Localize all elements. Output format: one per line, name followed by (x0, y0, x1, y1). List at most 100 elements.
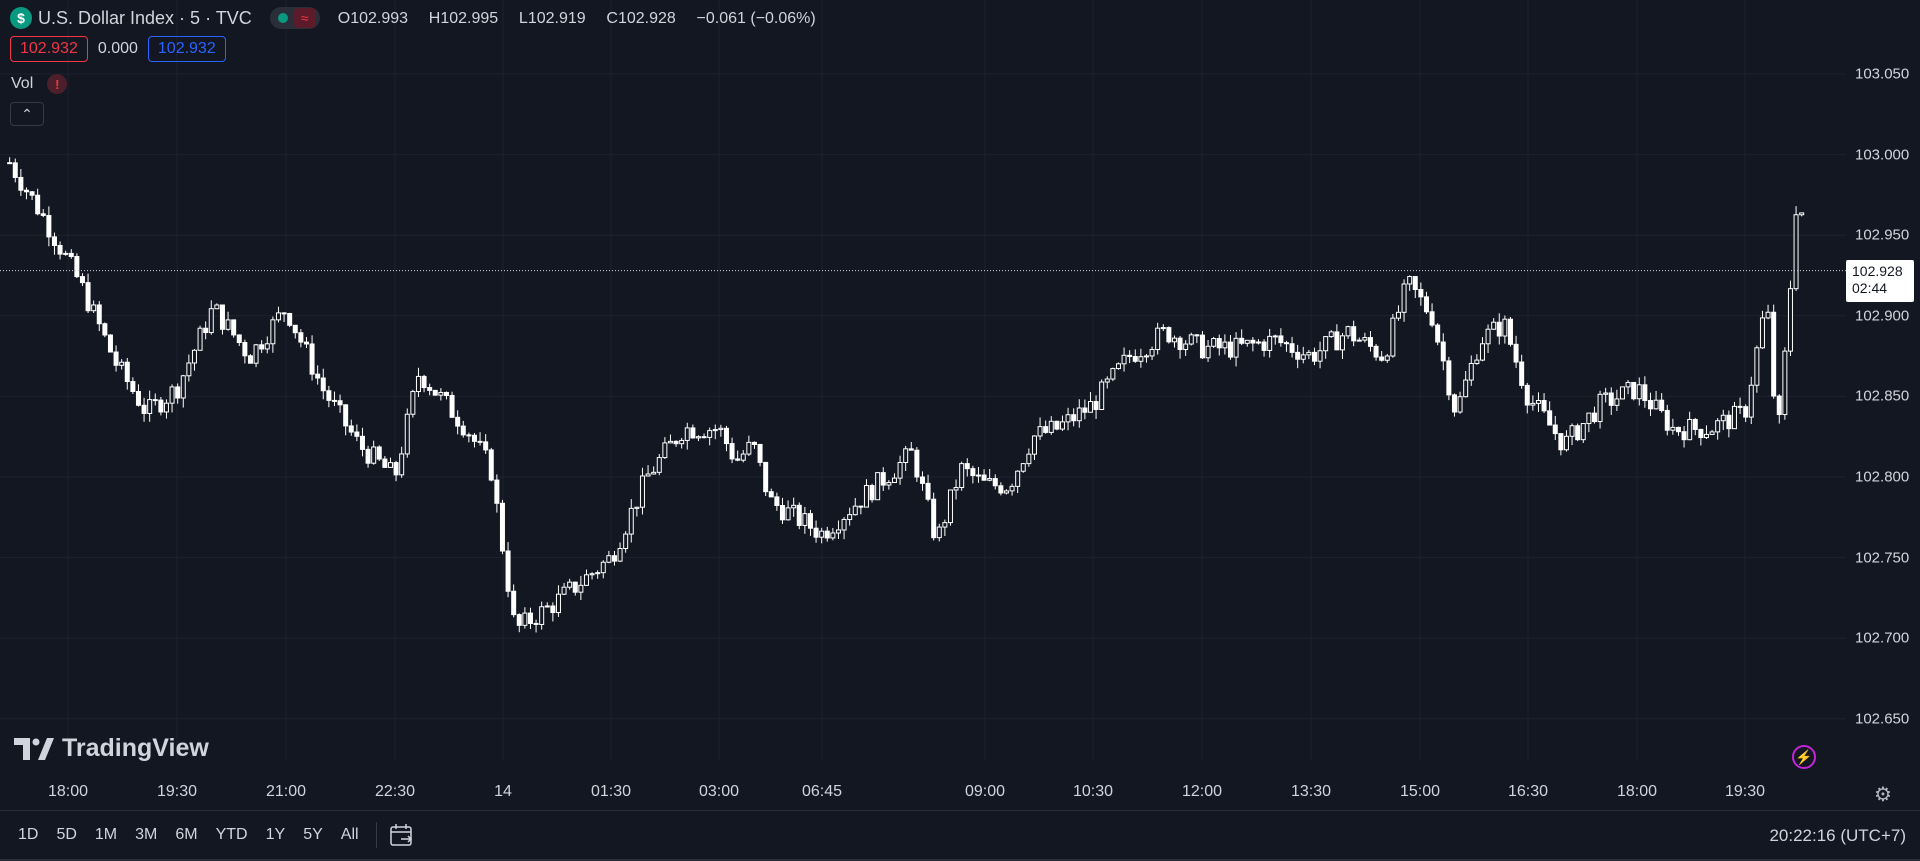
candle (68, 249, 74, 259)
volume-indicator[interactable]: Vol ! (11, 74, 68, 94)
candle (1306, 349, 1312, 360)
candle (393, 460, 399, 482)
candle (1351, 320, 1357, 347)
tradingview-logo[interactable]: TradingView (14, 734, 209, 763)
range-button-ytd[interactable]: YTD (215, 826, 248, 843)
buy-button[interactable]: 102.932 (147, 36, 226, 62)
range-button-3m[interactable]: 3M (135, 826, 158, 843)
candle-body (141, 404, 147, 414)
candle-body (1059, 421, 1065, 430)
collapse-indicators-button[interactable]: ⌃ (10, 102, 44, 126)
candle-body (1026, 453, 1032, 465)
candle-body (443, 391, 449, 396)
candle-body (1485, 328, 1491, 345)
quote-row: 102.932 0.000 102.932 (10, 36, 226, 62)
candle-body (85, 282, 91, 312)
candle-body (1244, 339, 1250, 344)
candle (830, 527, 836, 541)
candle-body (1715, 420, 1721, 433)
candle (1418, 282, 1424, 306)
range-button-1y[interactable]: 1Y (265, 826, 286, 843)
symbol-title[interactable]: U.S. Dollar Index · 5 · TVC (38, 7, 252, 28)
candle-body (460, 425, 466, 436)
candle-body (533, 622, 539, 625)
candle-body (1513, 343, 1519, 363)
dollar-icon: $ (10, 7, 32, 29)
candle-body (561, 586, 567, 595)
price-chart[interactable] (0, 0, 1920, 810)
candle-body (1127, 354, 1133, 358)
candle-body (1065, 414, 1071, 423)
chart-settings-icon[interactable]: ⚙ (1874, 783, 1892, 806)
candle-body (175, 386, 181, 399)
candle-body (393, 462, 399, 476)
candle-body (707, 430, 713, 438)
candle-body (488, 449, 494, 481)
candle (628, 499, 634, 543)
candle-body (74, 256, 80, 278)
candle-body (1295, 351, 1301, 360)
candle-body (247, 355, 253, 364)
candle-body (1765, 311, 1771, 319)
range-button-6m[interactable]: 6M (175, 826, 198, 843)
candle-body (628, 507, 634, 535)
candle-body (1670, 426, 1676, 431)
candle (1446, 356, 1452, 401)
range-button-1d[interactable]: 1D (18, 826, 39, 843)
candle-body (567, 581, 573, 588)
range-button-5d[interactable]: 5D (56, 826, 77, 843)
candle (1597, 390, 1603, 429)
candle (1104, 376, 1110, 389)
candle (1451, 393, 1457, 417)
warning-icon[interactable]: ! (47, 74, 68, 94)
candle-body (1451, 394, 1457, 413)
candle (1295, 344, 1301, 369)
candle (1519, 354, 1525, 389)
price-tick-label: 102.700 (1855, 629, 1910, 647)
candle-body (1093, 401, 1099, 410)
range-button-all[interactable]: All (340, 826, 359, 843)
candle-body (931, 498, 937, 539)
candle-body (662, 442, 668, 459)
candle-body (1446, 360, 1452, 396)
candle (1423, 291, 1429, 314)
range-button-5y[interactable]: 5Y (303, 826, 323, 843)
candle-body (96, 304, 102, 325)
candle (639, 467, 645, 515)
candle-body (91, 304, 97, 312)
candle-body (1407, 276, 1413, 285)
candle-body (925, 482, 931, 500)
sell-button[interactable]: 102.932 (10, 36, 88, 62)
calendar-goto-icon[interactable] (389, 823, 415, 847)
candle-body (740, 453, 746, 461)
range-button-1m[interactable]: 1M (94, 826, 118, 843)
candle (1659, 393, 1665, 413)
candle (371, 440, 377, 465)
candle (931, 492, 937, 541)
market-status[interactable]: ≈ (269, 7, 320, 29)
candle (74, 253, 80, 279)
candle-body (847, 514, 853, 520)
candle-body (494, 479, 500, 504)
candle-body (785, 507, 791, 521)
candle (1681, 426, 1687, 448)
candle-body (1463, 379, 1469, 398)
candle (656, 453, 662, 476)
candle (1552, 416, 1558, 440)
candle-body (1608, 392, 1614, 406)
candle-body (51, 236, 57, 246)
lightning-icon[interactable]: ⚡ (1792, 745, 1816, 769)
candle (79, 273, 85, 287)
candle-body (712, 429, 718, 432)
candle (891, 473, 897, 484)
candle-body (1507, 318, 1513, 345)
candle-body (1698, 428, 1704, 439)
candle-body (320, 377, 326, 392)
candle (1362, 332, 1368, 343)
timezone-clock[interactable]: 20:22:16 (UTC+7) (1769, 826, 1906, 845)
candle (1608, 387, 1614, 415)
candle (320, 368, 326, 400)
candle-body (1787, 288, 1793, 352)
candle-body (203, 327, 209, 334)
candle (998, 482, 1004, 496)
